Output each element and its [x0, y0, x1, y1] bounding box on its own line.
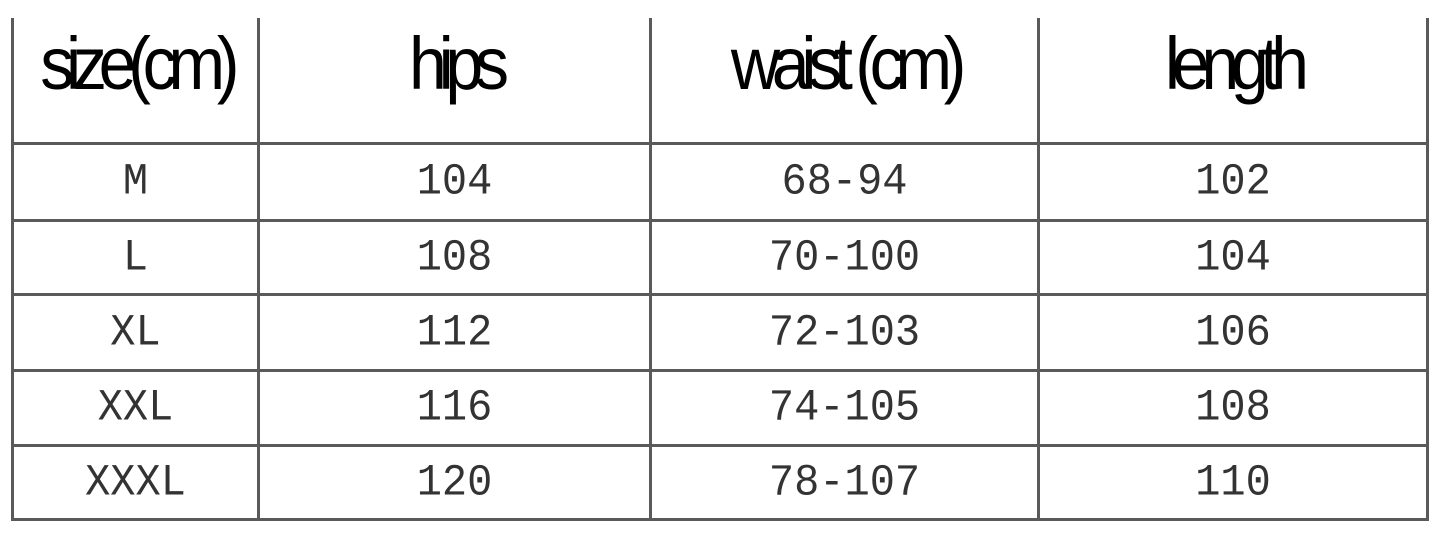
cell-hips: 108 [416, 232, 493, 283]
cell-waist: 78-107 [768, 457, 921, 508]
table-cell: L [14, 222, 257, 293]
cell-waist: 74-105 [768, 382, 921, 434]
table-cell: 70-100 [652, 222, 1037, 293]
table-cell: 104 [1040, 222, 1426, 293]
column-divider [1037, 18, 1040, 521]
cell-hips: 116 [416, 382, 493, 434]
header-size: size(cm) [40, 21, 239, 105]
row-divider [12, 444, 1429, 447]
table-cell: 72-103 [652, 296, 1037, 369]
cell-length: 110 [1195, 457, 1271, 508]
table-border-left [11, 18, 14, 521]
header-cell: length [1040, 6, 1426, 120]
table-cell: 110 [1040, 447, 1426, 518]
row-divider [12, 219, 1429, 222]
cell-hips: 120 [416, 457, 493, 508]
table-cell: 108 [260, 222, 649, 293]
table-cell: M [14, 145, 257, 219]
cell-length: 108 [1195, 382, 1271, 434]
cell-length: 102 [1195, 156, 1271, 208]
table-cell: XXL [14, 372, 257, 444]
cell-length: 106 [1195, 307, 1271, 358]
cell-size: XXXL [85, 457, 186, 508]
cell-length: 104 [1195, 232, 1271, 283]
row-divider [12, 369, 1429, 372]
column-divider [257, 18, 260, 521]
table-border-bottom [12, 518, 1429, 521]
column-divider [649, 18, 652, 521]
header-cell: hips [260, 6, 649, 120]
table-cell: 78-107 [652, 447, 1037, 518]
cell-size: M [122, 156, 149, 208]
row-divider [12, 293, 1429, 296]
header-length: length [1165, 21, 1309, 105]
table-cell: 68-94 [652, 145, 1037, 219]
row-divider [12, 142, 1429, 145]
cell-size: L [122, 232, 149, 283]
table-cell: 108 [1040, 372, 1426, 444]
cell-size: XXL [97, 382, 174, 434]
cell-waist: 70-100 [768, 232, 921, 283]
header-cell: waist (cm) [652, 6, 1037, 120]
header-hips: hips [408, 21, 509, 105]
cell-hips: 112 [416, 307, 493, 358]
cell-size: XL [110, 307, 161, 358]
table-cell: XL [14, 296, 257, 369]
table-cell: 104 [260, 145, 649, 219]
table-cell: 102 [1040, 145, 1426, 219]
header-waist: waist (cm) [730, 21, 967, 105]
table-cell: 112 [260, 296, 649, 369]
cell-waist: 68-94 [781, 156, 908, 208]
table-cell: 74-105 [652, 372, 1037, 444]
table-cell: 120 [260, 447, 649, 518]
table-cell: 106 [1040, 296, 1426, 369]
cell-hips: 104 [416, 156, 493, 208]
table-cell: XXXL [14, 447, 257, 518]
header-cell: size(cm) [14, 6, 257, 120]
table-border-right [1426, 18, 1429, 521]
table-cell: 116 [260, 372, 649, 444]
cell-waist: 72-103 [768, 307, 921, 358]
